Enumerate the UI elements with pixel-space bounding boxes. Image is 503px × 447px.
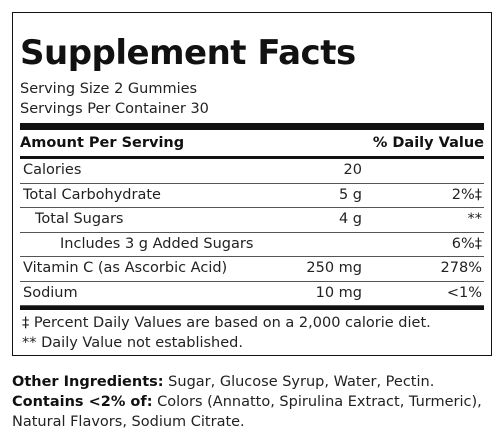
header-divider (20, 156, 484, 159)
ingredients-section: Other Ingredients: Sugar, Glucose Syrup,… (12, 372, 497, 432)
contains-less-than-two-percent: Contains <2% of: Colors (Annatto, Spirul… (12, 392, 497, 432)
nutrient-row-total-carbohydrate: Total Carbohydrate 5 g 2%‡ (20, 184, 484, 208)
nutrient-amount: 10 mg (315, 284, 362, 301)
bottom-divider (20, 306, 484, 310)
nutrient-row-added-sugars: Includes 3 g Added Sugars 6%‡ (20, 233, 484, 257)
nutrient-name: Total Sugars (35, 211, 124, 227)
other-ingredients: Other Ingredients: Sugar, Glucose Syrup,… (12, 372, 497, 392)
nutrient-amount: 250 mg (306, 260, 362, 276)
amount-per-serving-header: Amount Per Serving (20, 135, 185, 151)
nutrient-daily-value: 278% (440, 260, 482, 276)
nutrient-row-total-sugars: Total Sugars 4 g ** (20, 208, 484, 233)
footnote-not-established: ** Daily Value not established. (22, 335, 243, 351)
contains-text: Colors (Annatto, Spirulina Extract, Turm… (12, 394, 482, 430)
nutrient-name: Total Carbohydrate (23, 186, 161, 203)
daily-value-header: % Daily Value (372, 135, 484, 151)
nutrient-name: Vitamin C (as Ascorbic Acid) (23, 260, 228, 276)
nutrient-amount: 5 g (338, 186, 362, 203)
other-ingredients-text: Sugar, Glucose Syrup, Water, Pectin. (163, 374, 435, 390)
panel-title: Supplement Facts (20, 33, 356, 73)
contains-label: Contains <2% of: (12, 394, 153, 410)
footnote-daily-value-basis: ‡ Percent Daily Values are based on a 2,… (22, 315, 431, 331)
nutrient-row-calories: Calories 20 (20, 159, 484, 184)
servings-per-container: Servings Per Container 30 (20, 101, 209, 117)
nutrient-name: Includes 3 g Added Sugars (60, 235, 254, 252)
nutrient-row-sodium: Sodium 10 mg <1% (20, 282, 484, 306)
nutrient-amount: 4 g (338, 211, 362, 227)
nutrient-amount: 20 (343, 162, 362, 178)
other-ingredients-label: Other Ingredients: (12, 374, 164, 390)
table-header: Amount Per Serving % Daily Value (20, 130, 484, 156)
nutrient-daily-value: <1% (446, 284, 482, 301)
serving-size: Serving Size 2 Gummies (20, 81, 198, 97)
nutrient-name: Calories (23, 162, 82, 178)
supplement-facts-panel: Supplement Facts Serving Size 2 Gummies … (12, 12, 492, 356)
thick-divider (20, 123, 484, 130)
nutrient-row-vitamin-c: Vitamin C (as Ascorbic Acid) 250 mg 278% (20, 257, 484, 282)
nutrient-daily-value: 2%‡ (451, 186, 482, 203)
nutrient-name: Sodium (23, 284, 78, 301)
nutrient-daily-value: ** (467, 211, 483, 227)
nutrient-daily-value: 6%‡ (451, 235, 482, 252)
